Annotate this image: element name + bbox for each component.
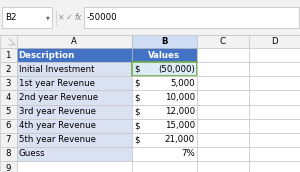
Bar <box>0 147 16 161</box>
Bar <box>0 76 16 90</box>
Text: B2: B2 <box>5 13 16 22</box>
Text: C: C <box>220 37 226 46</box>
Text: 2nd year Revenue: 2nd year Revenue <box>19 93 98 102</box>
Bar <box>249 35 300 48</box>
Bar <box>249 48 300 62</box>
Text: Description: Description <box>19 51 75 60</box>
Bar <box>196 76 249 90</box>
Bar <box>84 7 298 28</box>
Text: $: $ <box>134 79 140 88</box>
Bar <box>196 105 249 119</box>
Bar <box>249 161 300 172</box>
Text: 7: 7 <box>5 135 11 144</box>
Text: 3rd year Revenue: 3rd year Revenue <box>19 107 96 116</box>
Bar <box>16 90 132 105</box>
Bar <box>132 105 196 119</box>
Text: 1: 1 <box>5 51 11 60</box>
Text: 4th year Revenue: 4th year Revenue <box>19 121 96 130</box>
Bar <box>132 161 196 172</box>
Bar <box>16 105 132 119</box>
Bar <box>249 147 300 161</box>
Bar <box>0 62 16 76</box>
Bar <box>196 35 249 48</box>
Bar <box>132 119 196 133</box>
Bar <box>132 147 196 161</box>
Text: Values: Values <box>148 51 180 60</box>
Bar <box>249 62 300 76</box>
Text: $: $ <box>134 121 140 130</box>
Bar <box>16 119 132 133</box>
Bar <box>196 147 249 161</box>
Text: 21,000: 21,000 <box>165 135 195 144</box>
Bar <box>249 119 300 133</box>
Bar <box>0 161 16 172</box>
Bar <box>196 48 249 62</box>
Text: 15,000: 15,000 <box>165 121 195 130</box>
Text: 7%: 7% <box>181 149 195 158</box>
Text: 2: 2 <box>5 65 11 74</box>
Text: 3: 3 <box>5 79 11 88</box>
Text: 10,000: 10,000 <box>165 93 195 102</box>
Bar <box>132 35 196 48</box>
Bar <box>132 133 196 147</box>
Text: 4: 4 <box>5 93 11 102</box>
Text: 8: 8 <box>5 149 11 158</box>
Bar <box>0 90 16 105</box>
Bar <box>0 105 16 119</box>
Bar <box>249 105 300 119</box>
Bar <box>0 35 16 48</box>
Bar <box>16 147 132 161</box>
Bar <box>196 161 249 172</box>
Text: $: $ <box>134 107 140 116</box>
Bar <box>132 90 196 105</box>
Text: D: D <box>271 37 278 46</box>
Bar <box>0 133 16 147</box>
Text: 6: 6 <box>5 121 11 130</box>
Bar <box>132 48 196 62</box>
Bar <box>0 0 300 35</box>
Text: 12,000: 12,000 <box>165 107 195 116</box>
Bar <box>16 76 132 90</box>
Text: 9: 9 <box>6 164 11 172</box>
Bar <box>196 90 249 105</box>
Bar <box>2 7 52 28</box>
Text: fx: fx <box>74 13 81 22</box>
Bar <box>132 62 196 76</box>
Text: B: B <box>161 37 167 46</box>
Bar <box>16 62 132 76</box>
Bar <box>0 48 16 62</box>
Text: 1st year Revenue: 1st year Revenue <box>19 79 94 88</box>
Text: 5,000: 5,000 <box>170 79 195 88</box>
Bar <box>249 90 300 105</box>
Bar <box>16 161 132 172</box>
Text: 5th year Revenue: 5th year Revenue <box>19 135 96 144</box>
Text: 5: 5 <box>5 107 11 116</box>
Bar <box>0 119 16 133</box>
Bar <box>196 62 249 76</box>
Bar <box>196 133 249 147</box>
Bar <box>16 133 132 147</box>
Text: Initial Investment: Initial Investment <box>19 65 94 74</box>
Text: $: $ <box>134 65 140 74</box>
Text: ×: × <box>58 13 65 22</box>
Bar <box>249 76 300 90</box>
Text: A: A <box>71 37 77 46</box>
Text: $: $ <box>134 135 140 144</box>
Text: (50,000): (50,000) <box>158 65 195 74</box>
Bar <box>132 76 196 90</box>
Bar <box>16 48 132 62</box>
Bar <box>16 35 132 48</box>
Bar <box>196 119 249 133</box>
Text: -50000: -50000 <box>86 13 117 22</box>
Text: ✓: ✓ <box>66 13 73 22</box>
Bar <box>249 133 300 147</box>
Text: Guess: Guess <box>19 149 45 158</box>
Text: $: $ <box>134 93 140 102</box>
Text: ▼: ▼ <box>46 15 49 20</box>
